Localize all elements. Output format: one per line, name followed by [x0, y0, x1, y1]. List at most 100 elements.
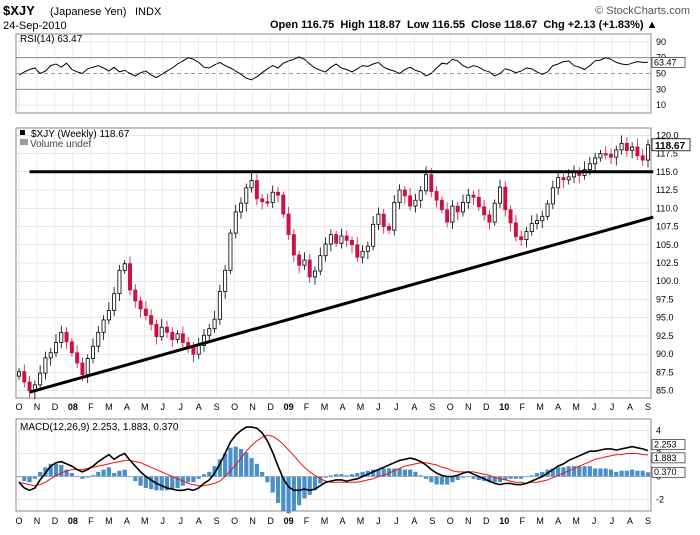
macd-histogram-bar — [582, 466, 587, 477]
x-tick-label: N — [465, 516, 472, 526]
signal-value-label-box — [651, 452, 686, 464]
x-axis-macd: O N D 08 F M A M J J A S O N D 09 F M A M J J A S O N D 10 F M A M J J A S — [15, 516, 651, 526]
x-tick-label: 08 — [68, 516, 78, 526]
candle-up — [535, 220, 539, 224]
price-tick-label: 85.0 — [656, 386, 674, 396]
macd-histogram-bar — [112, 473, 117, 477]
x-tick-label: N — [249, 402, 256, 412]
x-tick-label: A — [124, 402, 130, 412]
macd-histogram-bar — [106, 467, 111, 477]
volume-legend-icon — [20, 139, 28, 145]
candle-up — [424, 174, 428, 192]
rsi-title: RSI(14) 63.47 — [20, 34, 83, 45]
macd-histogram-bar — [149, 476, 154, 490]
candle-up — [524, 231, 529, 241]
candle-down — [143, 308, 148, 316]
x-tick-label: S — [645, 516, 651, 526]
macd-histogram-bar — [561, 467, 566, 477]
price-tick-label: 115.0 — [656, 167, 678, 177]
macd-histogram-bar — [159, 476, 164, 491]
x-tick-label: M — [321, 516, 329, 526]
macd-histogram-bar — [27, 476, 32, 483]
macd-histogram-bar — [349, 474, 355, 477]
candle-down — [138, 300, 143, 310]
price-tick-label: 95.0 — [656, 313, 674, 323]
macd-histogram-bar — [645, 472, 651, 477]
candle-up — [598, 153, 603, 159]
price-tick-label: 90.0 — [656, 349, 674, 359]
price-tick-label: 110.0 — [656, 203, 678, 213]
candle-up — [619, 142, 624, 151]
symbol-name: (Japanese Yen) — [50, 6, 126, 18]
macd-histogram-bar — [170, 476, 175, 490]
candle-down — [434, 191, 439, 201]
macd-histogram-bar — [318, 476, 323, 484]
macd-histogram-bar — [233, 446, 238, 477]
candle-down — [165, 326, 169, 333]
x-axis-price: O N D 08 F M A M J J A S O N D 09 F M A M J J A S O N D 10 F M A M J J A S — [15, 402, 651, 412]
price-tick-label: 92.5 — [656, 331, 674, 341]
candle-up — [365, 245, 370, 252]
macd-histogram-bar — [619, 470, 624, 477]
rsi-plot: 907050301063.47 — [16, 34, 686, 113]
x-tick-label: J — [394, 402, 399, 412]
macd-histogram-bar — [635, 470, 640, 477]
macd-histogram-bar — [397, 468, 402, 477]
price-tick-label: 117.5 — [656, 149, 678, 159]
macd-histogram-bar — [550, 468, 555, 477]
macd-histogram-bar — [307, 476, 312, 495]
candle-up — [371, 223, 376, 247]
macd-histogram-bar — [408, 469, 413, 477]
candle-down — [154, 323, 159, 338]
candle-down — [281, 194, 286, 215]
candle-up — [244, 187, 249, 204]
macd-histogram-bar — [640, 470, 645, 477]
x-tick-label: D — [267, 402, 274, 412]
candle-up — [207, 328, 212, 336]
candle-up — [17, 371, 21, 377]
x-tick-label: J — [610, 402, 615, 412]
x-tick-label: A — [196, 402, 202, 412]
candle-up — [392, 202, 397, 231]
macd-histogram-bar — [270, 476, 275, 493]
candle-up — [466, 194, 471, 203]
macd-histogram-bar — [429, 476, 434, 483]
candle-down — [133, 289, 138, 302]
macd-histogram-bar — [413, 471, 418, 477]
candle-up — [117, 269, 122, 295]
macd-histogram-bar — [466, 476, 471, 478]
macd-histogram-bar — [587, 466, 592, 477]
candle-down — [471, 194, 476, 198]
candle-up — [413, 199, 418, 207]
x-tick-label: J — [592, 516, 597, 526]
x-tick-label: 09 — [284, 402, 294, 412]
candle-down — [487, 214, 492, 223]
macd-value-label: 2.253 — [654, 440, 677, 450]
candle-up — [85, 358, 90, 376]
candle-down — [519, 236, 524, 241]
x-tick-label: J — [376, 516, 381, 526]
candle-up — [492, 202, 497, 223]
macd-histogram-bar — [339, 474, 344, 477]
macd-histogram-bar — [275, 476, 281, 503]
macd-histogram-bar — [328, 475, 333, 477]
x-tick-label: A — [124, 516, 130, 526]
candle-up — [593, 157, 598, 165]
candle-up — [202, 334, 206, 346]
macd-histogram-bar — [249, 458, 254, 477]
candle-up — [556, 177, 561, 189]
candle-up — [630, 146, 635, 152]
candle-down — [286, 213, 291, 235]
x-tick-label: F — [88, 516, 94, 526]
candle-down — [455, 205, 460, 213]
macd-histogram-bar — [254, 463, 259, 477]
macd-histogram-bar — [614, 471, 619, 477]
x-tick-label: 08 — [68, 402, 78, 412]
x-tick-label: M — [572, 516, 580, 526]
price-tick-label: 102.5 — [656, 258, 679, 268]
price-tick-label: 120.0 — [656, 130, 679, 140]
candle-down — [334, 234, 339, 244]
candle-up — [106, 310, 111, 321]
candle-down — [381, 213, 386, 227]
